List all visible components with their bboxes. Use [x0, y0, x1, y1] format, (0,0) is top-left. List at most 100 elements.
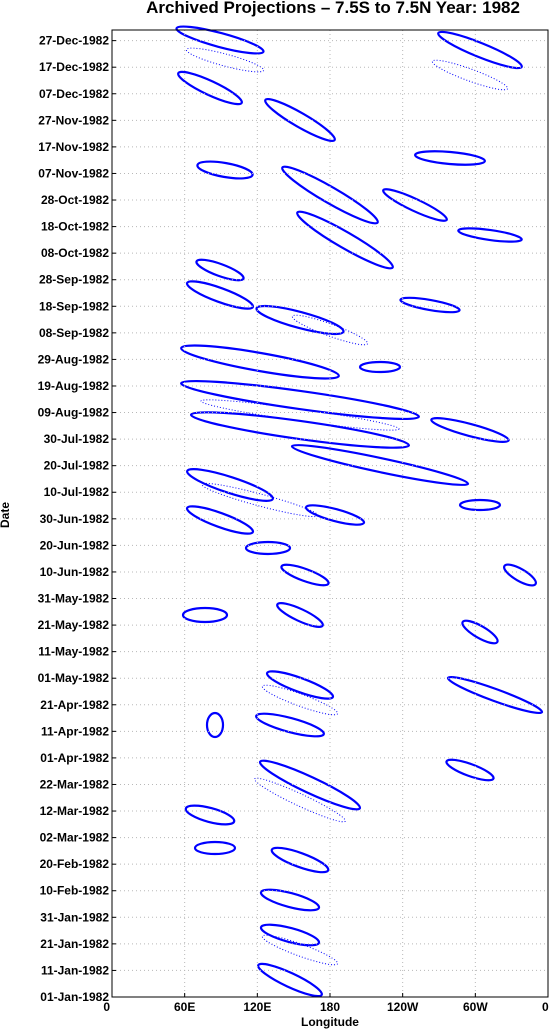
- x-tick-label: 120W: [387, 1000, 419, 1014]
- contour: [257, 962, 323, 998]
- y-tick-label: 09-Aug-1982: [38, 406, 110, 420]
- y-tick-label: 18-Oct-1982: [41, 220, 109, 234]
- x-axis-label: Longitude: [301, 1015, 359, 1029]
- x-tick-label: 0: [103, 1000, 110, 1014]
- contour: [186, 468, 274, 502]
- contour: [244, 540, 292, 556]
- contour: [185, 47, 265, 73]
- contour: [457, 227, 523, 243]
- x-tick-label: 0: [542, 1000, 549, 1014]
- contour: [177, 70, 243, 106]
- contour: [414, 150, 486, 166]
- y-tick-label: 11-May-1982: [38, 645, 109, 659]
- contour: [382, 188, 448, 222]
- contour: [431, 59, 509, 91]
- contour: [430, 417, 510, 443]
- contour: [195, 258, 245, 282]
- contour: [281, 165, 379, 225]
- y-tick-label: 01-May-1982: [38, 671, 110, 685]
- contour: [458, 498, 502, 512]
- chart-title: Archived Projections – 7.5S to 7.5N Year…: [146, 0, 520, 17]
- y-tick-label: 20-Jul-1982: [44, 459, 110, 473]
- contour: [180, 344, 340, 380]
- contour: [270, 846, 330, 874]
- y-tick-label: 10-Jul-1982: [44, 485, 110, 499]
- contour: [276, 602, 324, 628]
- y-tick-label: 19-Aug-1982: [38, 379, 110, 393]
- y-tick-label: 27-Dec-1982: [39, 34, 109, 48]
- x-tick-label: 60E: [174, 1000, 195, 1014]
- contour: [261, 934, 339, 966]
- y-tick-label: 21-Apr-1982: [40, 698, 109, 712]
- contour: [201, 482, 319, 518]
- contour: [193, 840, 237, 856]
- y-tick-label: 18-Sep-1982: [39, 299, 109, 313]
- contour: [264, 98, 336, 142]
- contour: [259, 923, 321, 947]
- x-tick-label: 60W: [463, 1000, 488, 1014]
- y-tick-label: 27-Nov-1982: [38, 113, 109, 127]
- contour: [205, 711, 225, 739]
- contour: [181, 606, 229, 624]
- contour: [304, 504, 366, 526]
- y-tick-label: 02-Mar-1982: [40, 831, 110, 845]
- y-tick-label: 07-Dec-1982: [39, 87, 109, 101]
- contour: [184, 804, 236, 826]
- contour: [259, 888, 321, 912]
- y-tick-label: 10-Feb-1982: [40, 884, 110, 898]
- y-tick-label: 17-Dec-1982: [39, 60, 109, 74]
- y-tick-label: 31-May-1982: [38, 592, 110, 606]
- contour: [290, 443, 470, 487]
- contour: [189, 411, 411, 449]
- contour: [185, 280, 255, 310]
- plot-frame: [111, 29, 549, 998]
- contour: [265, 670, 335, 700]
- y-tick-label: 08-Sep-1982: [39, 326, 109, 340]
- y-tick-label: 11-Apr-1982: [41, 724, 109, 738]
- y-tick-label: 28-Sep-1982: [39, 273, 109, 287]
- contour: [255, 712, 325, 738]
- contour: [399, 296, 461, 314]
- y-tick-label: 10-Jun-1982: [40, 565, 110, 579]
- y-tick-label: 29-Aug-1982: [38, 352, 110, 366]
- contour: [255, 304, 345, 336]
- y-tick-label: 11-Jan-1982: [41, 963, 109, 977]
- y-tick-label: 30-Jul-1982: [44, 432, 110, 446]
- y-tick-label: 01-Apr-1982: [40, 751, 109, 765]
- contour: [296, 210, 394, 270]
- contour: [503, 563, 537, 587]
- y-tick-label: 21-Jan-1982: [40, 937, 109, 951]
- y-tick-label: 31-Jan-1982: [40, 910, 109, 924]
- contour: [358, 360, 402, 374]
- contour: [261, 684, 339, 716]
- contours: [175, 25, 544, 998]
- y-tick-label: 12-Mar-1982: [40, 804, 110, 818]
- x-tick-label: 120E: [243, 1000, 271, 1014]
- y-tick-label: 07-Nov-1982: [38, 166, 109, 180]
- contour: [280, 563, 330, 587]
- y-tick-label: 21-May-1982: [38, 618, 110, 632]
- contour: [185, 505, 255, 535]
- contour: [437, 30, 523, 70]
- y-tick-label: 17-Nov-1982: [38, 140, 109, 154]
- y-tick-label: 22-Mar-1982: [40, 777, 110, 791]
- y-tick-label: 20-Feb-1982: [40, 857, 110, 871]
- y-tick-label: 01-Jan-1982: [40, 990, 109, 1004]
- contour: [180, 379, 420, 421]
- y-tick-label: 08-Oct-1982: [41, 246, 109, 260]
- contour: [200, 399, 400, 431]
- contour: [175, 25, 265, 55]
- y-axis-label: Date: [0, 502, 12, 528]
- y-tick-label: 20-Jun-1982: [40, 538, 110, 552]
- contour: [196, 160, 254, 180]
- y-tick-label: 28-Oct-1982: [41, 193, 109, 207]
- contour: [446, 675, 544, 715]
- contour: [254, 777, 346, 823]
- x-tick-label: 180: [320, 1000, 340, 1014]
- contour: [461, 619, 499, 645]
- contour: [258, 759, 362, 811]
- contour: [445, 758, 495, 782]
- y-tick-label: 30-Jun-1982: [40, 512, 110, 526]
- contour: [291, 314, 369, 346]
